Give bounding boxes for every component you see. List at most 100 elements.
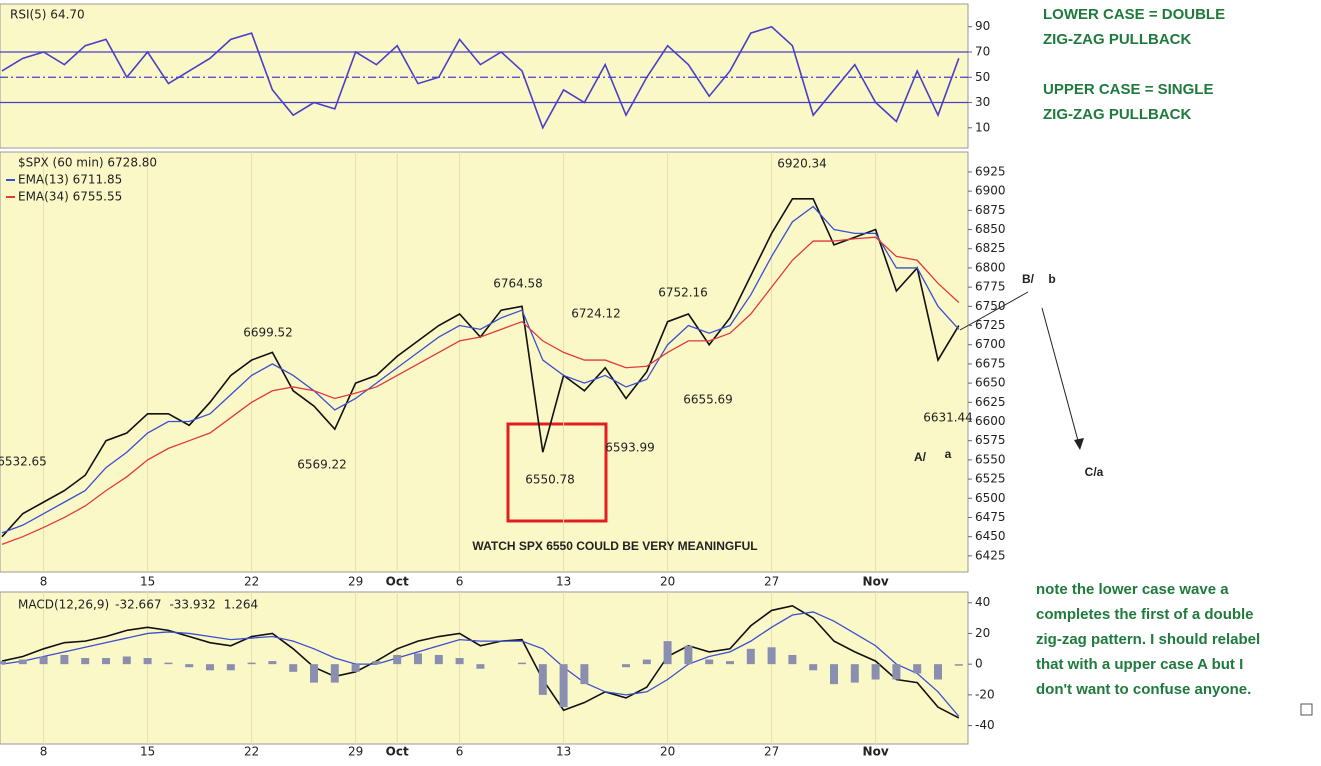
histogram-bar: [434, 654, 443, 665]
x-tick-label: 13: [556, 745, 571, 759]
y-tick-label: 30: [975, 95, 990, 109]
series-line: [1, 604, 960, 719]
y-tick-label: 6700: [975, 337, 1006, 351]
histogram-bar: [538, 664, 547, 695]
histogram-bar: [455, 658, 464, 665]
histogram-bar: [788, 654, 797, 665]
histogram-bar: [247, 662, 256, 665]
y-tick-label: 6850: [975, 222, 1006, 236]
y-tick-label: 70: [975, 45, 990, 59]
legend-entry: -32.667: [115, 598, 161, 612]
note-line: zig-zag pattern. I should relabel: [1036, 631, 1260, 648]
legend-note: UPPER CASE = SINGLE: [1043, 81, 1213, 98]
legend-note: ZIG-ZAG PULLBACK: [1043, 31, 1191, 48]
y-tick-label: 6500: [975, 491, 1006, 505]
arrow-head: [1074, 438, 1084, 450]
y-tick-label: 6800: [975, 260, 1006, 274]
y-tick-label: 6450: [975, 529, 1006, 543]
histogram-bar: [892, 664, 901, 680]
y-tick-label: 6750: [975, 299, 1006, 313]
price-label: 6532.65: [0, 455, 47, 469]
histogram-bar: [310, 664, 318, 683]
histogram-bar: [705, 659, 714, 665]
histogram-bar: [143, 658, 152, 665]
legend-entry: $SPX (60 min) 6728.80: [18, 156, 157, 170]
y-tick-label: 6525: [975, 472, 1006, 486]
histogram-bar: [289, 664, 298, 672]
y-tick-label: 6425: [975, 548, 1006, 562]
arrow: [959, 291, 1029, 331]
histogram-bar: [226, 664, 235, 671]
y-tick-label: 6650: [975, 376, 1006, 390]
series-line: [1, 236, 960, 545]
highlight-box: [506, 422, 608, 523]
x-tick-label: 22: [244, 745, 259, 759]
histogram-bar: [393, 654, 402, 665]
series-line: [1, 611, 960, 717]
histogram-bar: [809, 664, 818, 671]
y-tick-label: 0: [975, 657, 983, 671]
legend-entry: RSI(5) 64.70: [10, 8, 85, 22]
y-tick-label: 50: [975, 70, 990, 84]
histogram-bar: [559, 664, 568, 708]
histogram-bar: [206, 664, 214, 671]
price-label: 6655.69: [683, 393, 733, 407]
y-tick-label: -40: [975, 718, 995, 732]
y-tick-label: 6600: [975, 414, 1006, 428]
histogram-bar: [663, 641, 672, 665]
x-tick-label: 6: [456, 575, 464, 589]
wave-label: C/a: [1085, 465, 1104, 479]
x-tick-label: 8: [40, 575, 48, 589]
histogram-bar: [871, 664, 880, 680]
y-tick-label: 6675: [975, 356, 1006, 370]
histogram-bar: [39, 656, 48, 665]
histogram-bar: [934, 664, 942, 680]
price-label: 6764.58: [493, 277, 543, 291]
histogram-bar: [830, 664, 838, 685]
y-tick-label: 6775: [975, 280, 1006, 294]
wave-label: b: [1048, 272, 1055, 286]
icon: [1300, 703, 1313, 716]
legend-note: LOWER CASE = DOUBLE: [1043, 6, 1225, 23]
histogram-bar: [622, 664, 630, 668]
arrow: [1041, 307, 1081, 449]
histogram-bar: [185, 664, 194, 668]
legend-entry: EMA(34) 6755.55: [18, 190, 122, 204]
legend-title: MACD(12,26,9): [18, 598, 109, 612]
legend-note: ZIG-ZAG PULLBACK: [1043, 106, 1191, 123]
rsi-panel: [0, 3, 969, 149]
histogram-bar: [122, 656, 131, 665]
price-label: 6631.44: [923, 411, 973, 425]
histogram-bar: [954, 664, 963, 666]
y-tick-label: 6625: [975, 395, 1006, 409]
x-tick-label: 29: [348, 575, 363, 589]
histogram-bar: [767, 647, 776, 665]
wave-label: B/: [1022, 272, 1035, 286]
note-line: that with a upper case A but I: [1036, 656, 1243, 673]
histogram-bar: [726, 661, 734, 665]
histogram-bar: [351, 664, 360, 672]
x-tick-label: 15: [140, 575, 155, 589]
y-tick-label: 6725: [975, 318, 1006, 332]
x-tick-label: 27: [764, 575, 779, 589]
price-label: 6550.78: [525, 473, 575, 487]
y-tick-label: 40: [975, 595, 990, 609]
legend-entry: -33.932: [169, 598, 215, 612]
price-label: 6920.34: [777, 157, 827, 171]
callout: WATCH SPX 6550 COULD BE VERY MEANINGFUL: [472, 539, 757, 553]
x-tick-label: Oct: [386, 745, 409, 759]
y-tick-label: 6900: [975, 184, 1006, 198]
wave-label: a: [945, 447, 952, 461]
x-tick-label: Nov: [863, 575, 889, 589]
y-tick-label: 90: [975, 19, 990, 33]
histogram-bar: [850, 664, 859, 683]
y-tick-label: 6825: [975, 241, 1006, 255]
histogram-bar: [0, 661, 6, 665]
x-tick-label: 15: [140, 745, 155, 759]
x-tick-label: Nov: [863, 745, 889, 759]
price-label: 6752.16: [658, 286, 708, 300]
histogram-bar: [268, 661, 277, 665]
histogram-bar: [102, 658, 110, 665]
x-tick-label: Oct: [386, 575, 409, 589]
histogram-bar: [60, 654, 69, 665]
